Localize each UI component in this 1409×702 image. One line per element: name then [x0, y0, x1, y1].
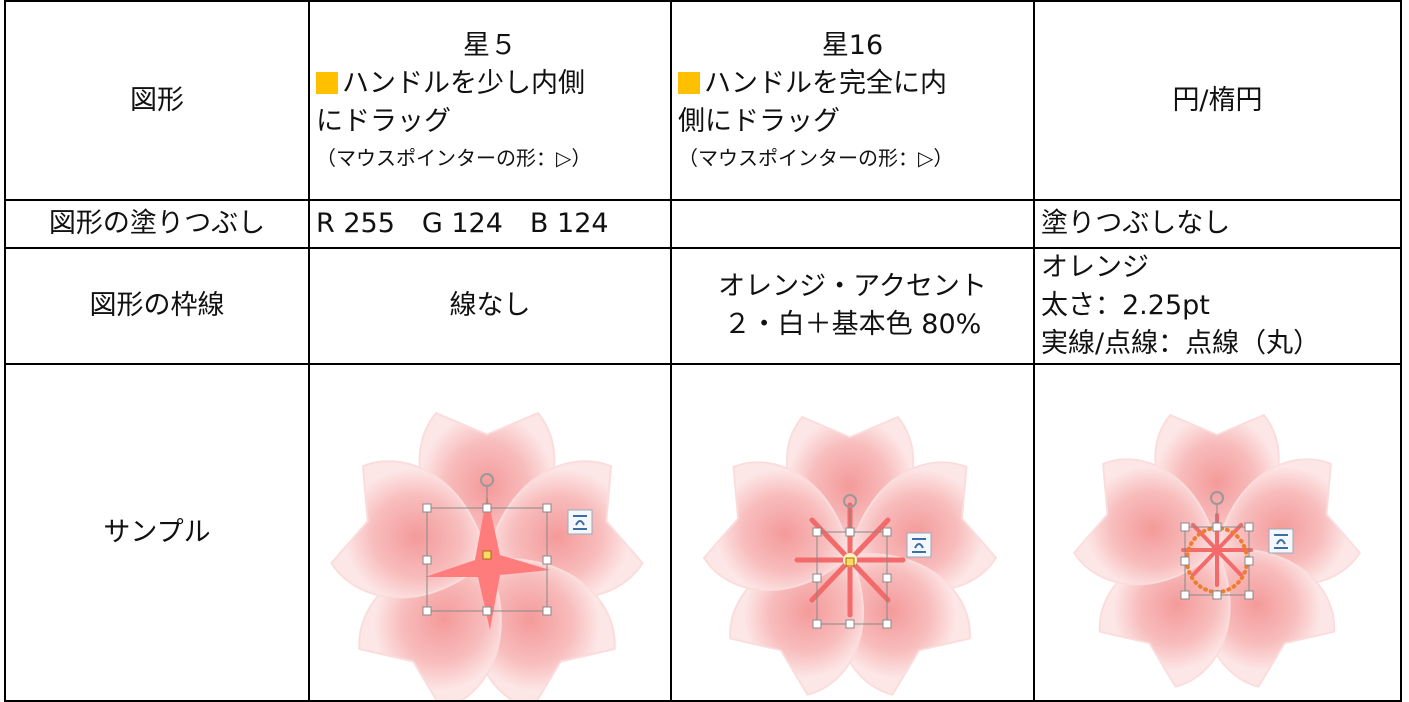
- sample-ellipse: [1035, 365, 1401, 700]
- text: 太さ：2.25pt: [1041, 290, 1210, 321]
- row: 図形 星５ ハンドルを少し内側 にドラッグ （マウスポインターの形：▷） 星16…: [4, 0, 1402, 201]
- cell: R 255 G 124 B 124: [308, 199, 672, 249]
- cell: [308, 363, 672, 702]
- row: 図形の枠線 線なし オレンジ・アクセント ２・白＋基本色 80% オレンジ太さ：2…: [4, 247, 1402, 365]
- text: 塗りつぶしなし: [1041, 208, 1231, 239]
- text-line: ハンドルを完全に内: [678, 65, 1027, 103]
- text: R 255 G 124 B 124: [316, 208, 609, 239]
- marker: [678, 71, 700, 94]
- cell: オレンジ太さ：2.25pt 実線/点線：点線（丸）: [1033, 247, 1402, 365]
- text: 図形の塗りつぶし: [48, 208, 266, 239]
- row: 図形の塗りつぶし R 255 G 124 B 124 塗りつぶしなし: [4, 199, 1402, 249]
- marker: [316, 71, 338, 94]
- sample-star16: [672, 365, 1034, 700]
- cell: 図形の塗りつぶし: [4, 199, 310, 249]
- text: オレンジ: [1041, 252, 1149, 283]
- text: 星16: [821, 29, 884, 61]
- text: 円/楕円: [1172, 84, 1263, 116]
- text: オレンジ・アクセント: [718, 271, 987, 302]
- text: ２・白＋基本色 80%: [723, 309, 982, 340]
- cell: 塗りつぶしなし: [1033, 199, 1402, 249]
- cell: [1033, 363, 1402, 702]
- cell: 線なし: [308, 247, 672, 365]
- text: ハンドルを少し内側: [342, 67, 585, 99]
- page: 図形 星５ ハンドルを少し内側 にドラッグ （マウスポインターの形：▷） 星16…: [4, 0, 1402, 702]
- note: （マウスポインターの形：▷）: [316, 145, 592, 170]
- cell: [670, 363, 1035, 702]
- text: 星５: [463, 29, 517, 61]
- sample-star5: [310, 365, 671, 700]
- cell: 星５ ハンドルを少し内側 にドラッグ （マウスポインターの形：▷）: [308, 0, 672, 201]
- text: にドラッグ: [316, 105, 451, 137]
- text-line: ハンドルを少し内側: [316, 65, 664, 103]
- cell: 図形: [4, 0, 310, 201]
- cell: サンプル: [4, 363, 310, 702]
- cell: 図形の枠線: [4, 247, 310, 365]
- text: 線なし: [449, 290, 531, 321]
- table: 図形 星５ ハンドルを少し内側 にドラッグ （マウスポインターの形：▷） 星16…: [4, 0, 1402, 702]
- text: サンプル: [103, 516, 211, 548]
- cell: 円/楕円: [1033, 0, 1402, 201]
- text: 図形: [130, 84, 184, 116]
- cell: [670, 199, 1035, 249]
- text: 側にドラッグ: [678, 105, 840, 137]
- text: 実線/点線：点線（丸）: [1041, 328, 1321, 359]
- note: （マウスポインターの形：▷）: [678, 145, 954, 170]
- text: 図形の枠線: [89, 290, 225, 321]
- star: [425, 495, 550, 630]
- row: サンプル: [4, 363, 1402, 702]
- cell: オレンジ・アクセント ２・白＋基本色 80%: [670, 247, 1035, 365]
- text: ハンドルを完全に内: [704, 67, 947, 99]
- cell: 星16 ハンドルを完全に内 側にドラッグ （マウスポインターの形：▷）: [670, 0, 1035, 201]
